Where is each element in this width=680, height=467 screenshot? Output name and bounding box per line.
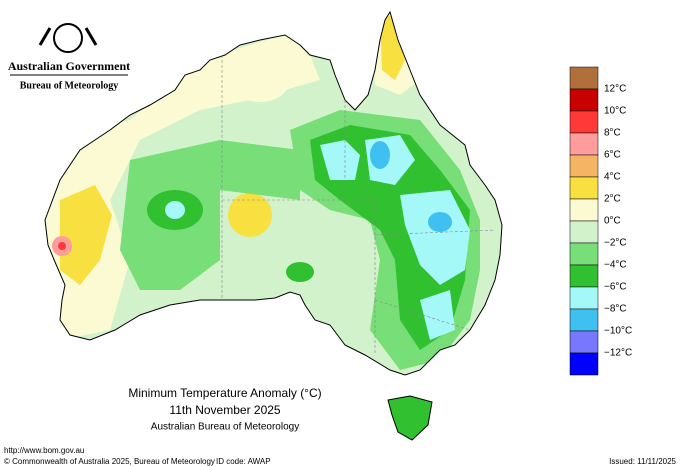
logo-title: Australian Government [8, 59, 130, 73]
footer-issued: Issued: 11/11/2025 [609, 457, 676, 466]
legend-swatch [569, 220, 599, 244]
legend-swatch [569, 66, 599, 90]
legend-label: −2°C [604, 238, 627, 249]
legend-swatch [569, 286, 599, 310]
map-source: Australian Bureau of Meteorology [151, 422, 299, 433]
legend-label: 10°C [604, 106, 626, 117]
legend-swatch [569, 154, 599, 178]
legend-label: 6°C [604, 150, 621, 161]
legend-swatch [569, 110, 599, 134]
legend-label: 2°C [604, 194, 621, 205]
legend-swatch [569, 132, 599, 156]
legend-label: 12°C [604, 84, 626, 95]
legend-label: 0°C [604, 216, 621, 227]
footer-url: http://www.bom.gov.au [4, 446, 84, 455]
legend-swatch [569, 88, 599, 112]
legend-label: 8°C [604, 128, 621, 139]
legend-label: 4°C [604, 172, 621, 183]
legend-label: −8°C [604, 304, 627, 315]
legend-label: −12°C [604, 348, 632, 359]
footer-id: ID code: AWAP [216, 457, 271, 466]
legend-swatch [569, 264, 599, 288]
legend-label: −6°C [604, 282, 627, 293]
legend-swatch [569, 198, 599, 222]
legend-swatch [569, 352, 599, 376]
map-date: 11th November 2025 [169, 403, 281, 417]
legend: 12°C 10°C 8°C 6°C 4°C 2°C 0°C −2°C −4°C −6°C −8°C −… [569, 66, 632, 376]
state-borders [221, 55, 496, 355]
legend-swatch [569, 242, 599, 266]
logo: Australian Government Bureau of Meteorol… [8, 23, 130, 91]
footer-copyright: © Commonwealth of Australia 2025, Bureau… [4, 457, 215, 466]
legend-label: −10°C [604, 326, 632, 337]
map-title: Minimum Temperature Anomaly (°C) [128, 386, 321, 400]
logo-subtitle: Bureau of Meteorology [20, 80, 119, 91]
legend-swatch [569, 308, 599, 332]
tasmania [387, 395, 433, 441]
legend-label: −4°C [604, 260, 627, 271]
legend-swatch [569, 330, 599, 354]
legend-swatch [569, 176, 599, 200]
